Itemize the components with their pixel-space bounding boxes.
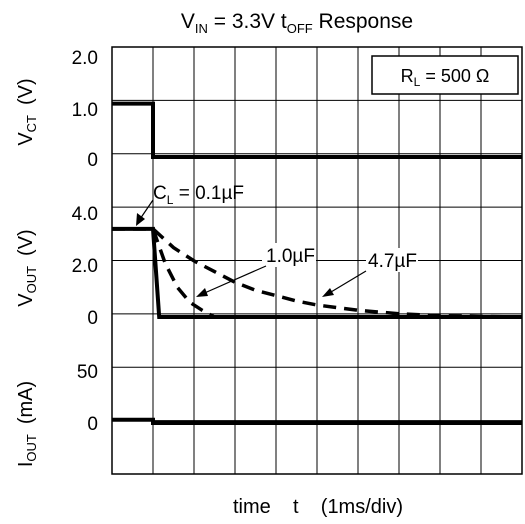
- curve-annotations: CL = 0.1µF 1.0µF 4.7µF: [136, 183, 418, 297]
- arrowhead-4-7uf: [322, 288, 334, 297]
- y-axis-label-vct: VCT(V): [15, 78, 39, 145]
- y-tick-label: 0: [87, 414, 98, 435]
- arrowhead-c-0-1uf: [136, 213, 145, 226]
- arrow-4-7uf: [325, 270, 367, 296]
- y-axis-label-iout: IOUT(mA): [15, 381, 39, 467]
- series-layer: [112, 101, 523, 425]
- y-tick-label: 0: [87, 150, 98, 171]
- plot-frame: [111, 46, 523, 475]
- y-tick-label: 2.0: [72, 48, 98, 69]
- arrow-1-0uf: [199, 265, 267, 296]
- svg-text:RL = 500 Ω: RL = 500 Ω: [401, 66, 490, 89]
- y-tick-label: 50: [77, 362, 98, 383]
- series-line-iout-0: [112, 417, 522, 425]
- load-resistance-box: RL = 500 Ω: [371, 55, 519, 95]
- y-tick-label: 2.0: [72, 256, 98, 277]
- y-tick-label: 0: [87, 308, 98, 329]
- label-c-0-1uf: CL = 0.1µF: [153, 183, 244, 207]
- grid: [111, 46, 523, 475]
- x-axis-label: time t (1ms/div): [233, 496, 403, 518]
- chart-title: VIN = 3.3V tOFF Response: [181, 10, 413, 36]
- label-1-0uf: 1.0µF: [266, 246, 315, 267]
- series-line-vout-1: [112, 227, 522, 319]
- arrowhead-1-0uf: [196, 288, 208, 297]
- y-axis-label-vout: VOUT(V): [15, 229, 39, 306]
- series-line-vct-0: [112, 101, 522, 159]
- y-tick-label: 4.0: [72, 204, 98, 225]
- y-tick-labels: 2.0 1.0 0 4.0 2.0 0 50 0: [72, 48, 98, 435]
- label-4-7uf: 4.7µF: [368, 251, 417, 272]
- y-tick-label: 1.0: [72, 100, 98, 121]
